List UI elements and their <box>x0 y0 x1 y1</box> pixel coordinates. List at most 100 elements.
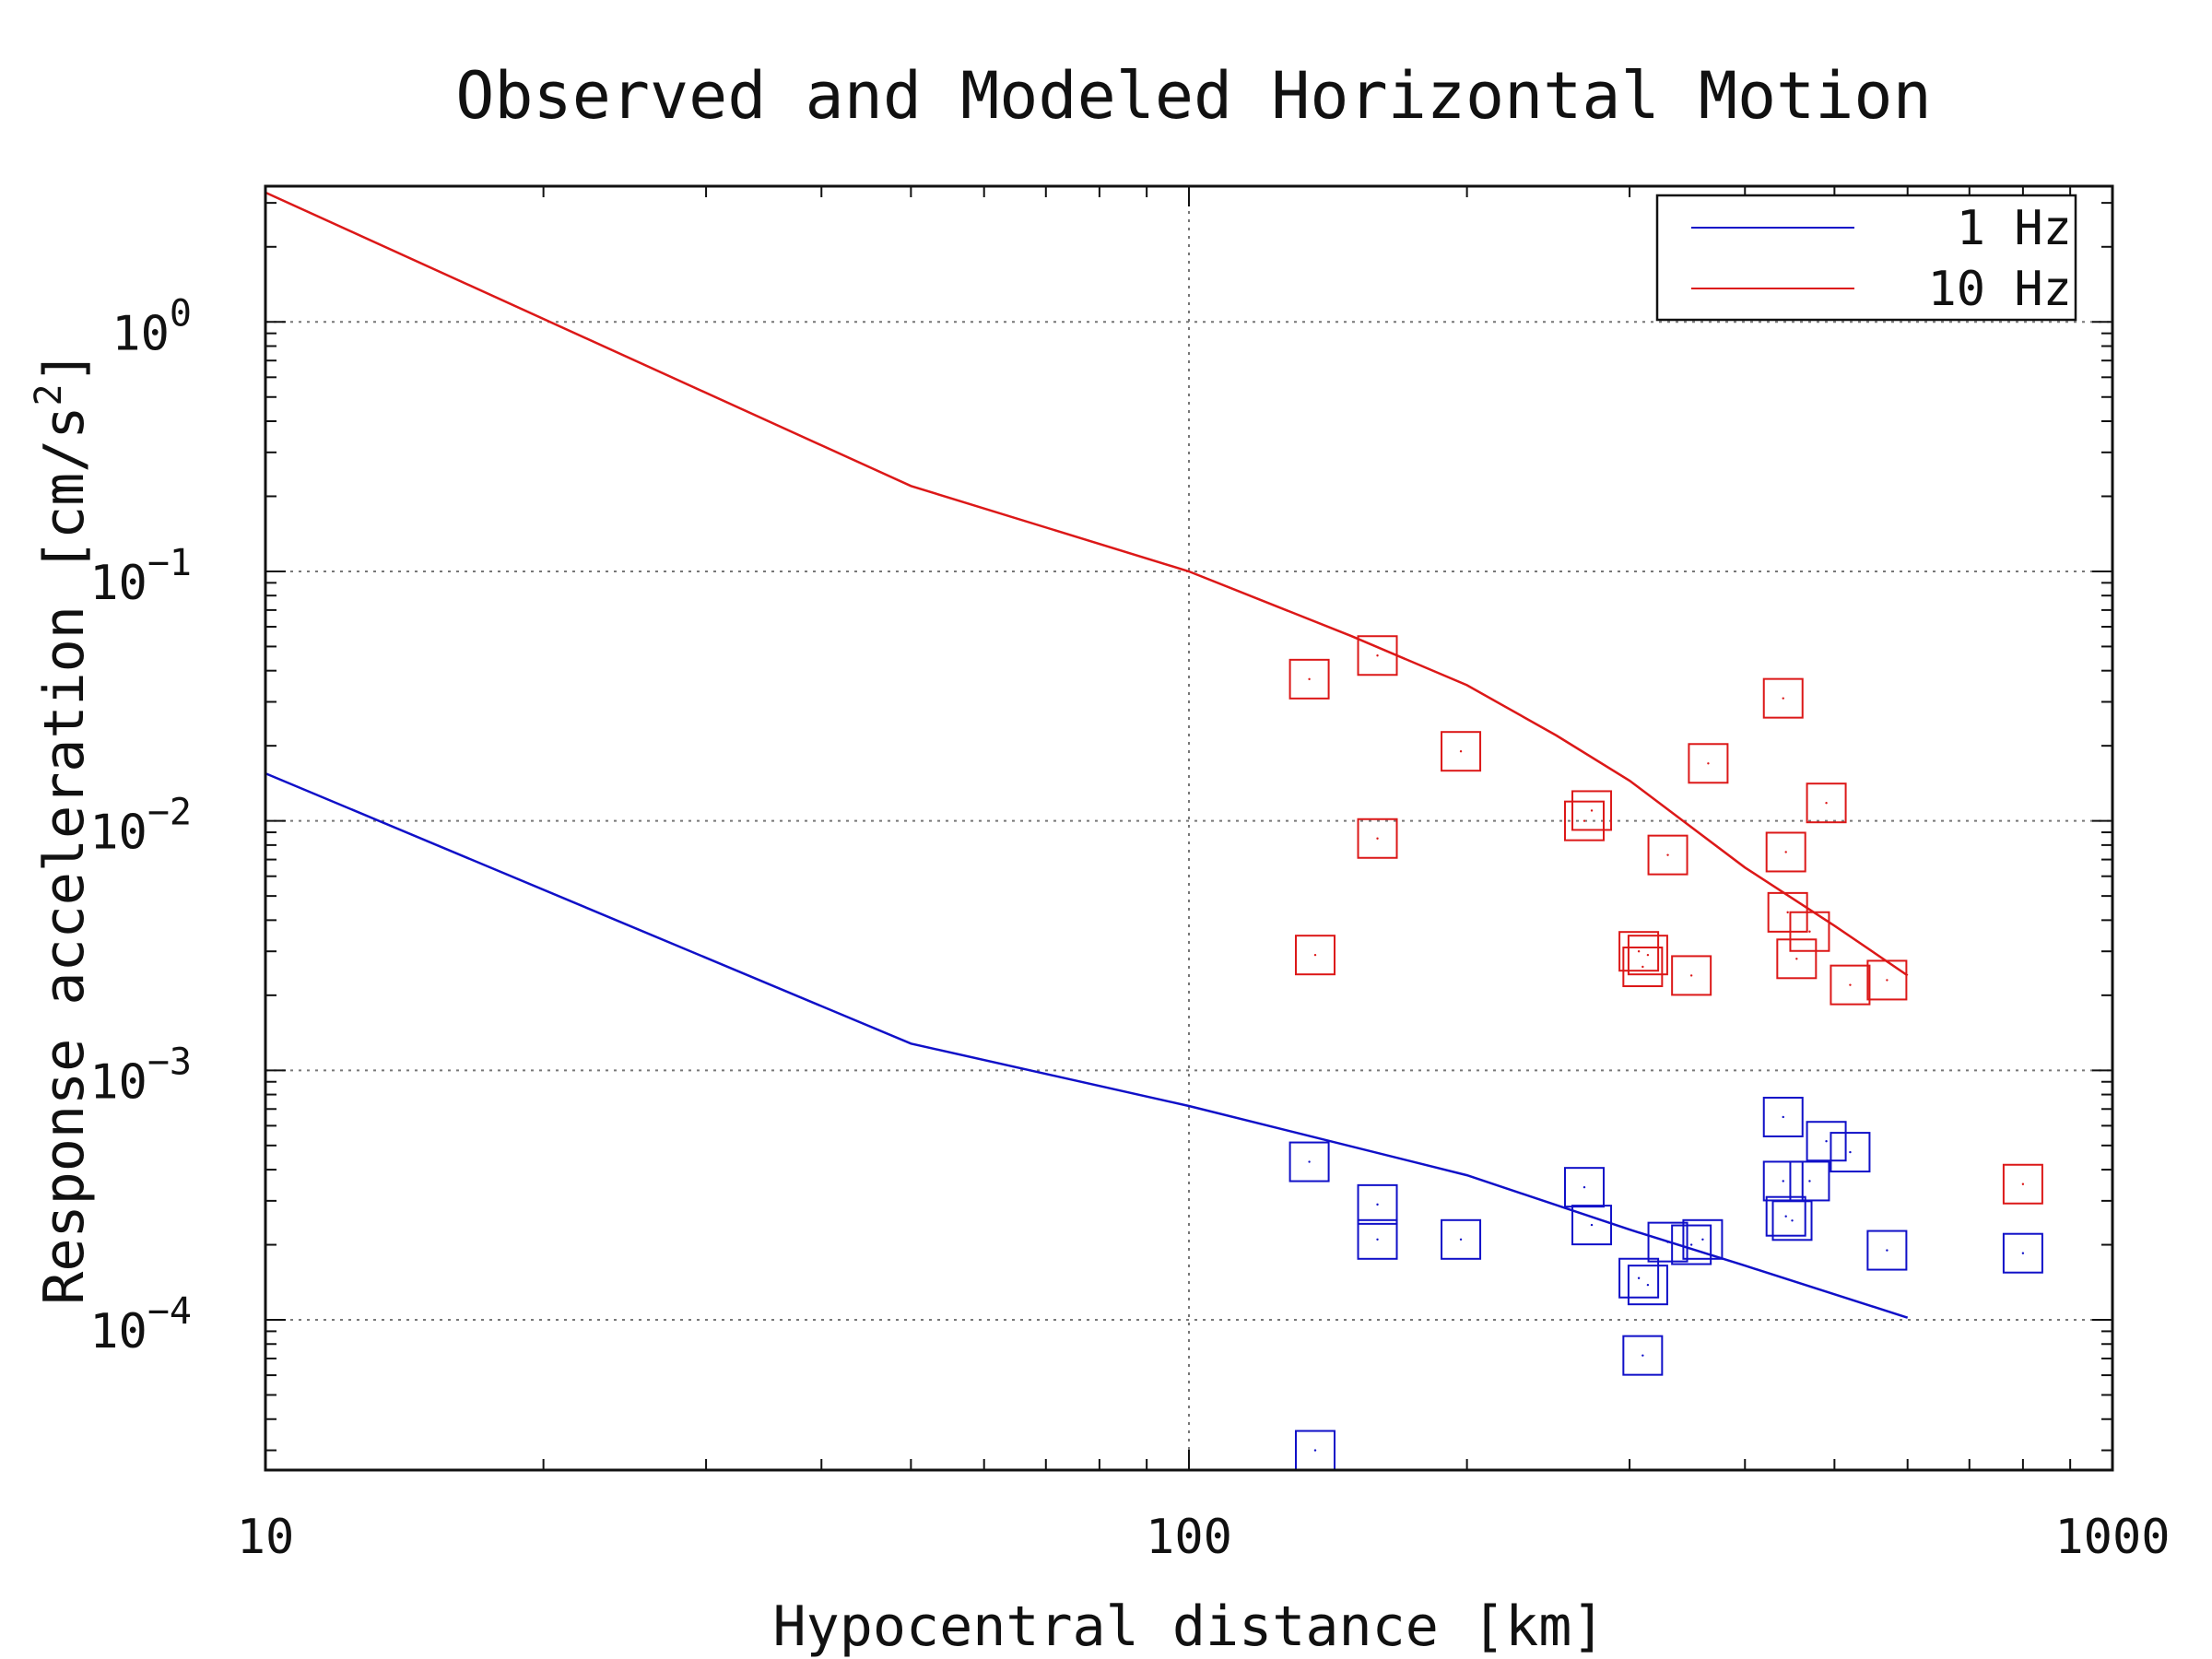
observed-marker-center-1hz <box>1782 1180 1784 1182</box>
observed-marker-1hz <box>1571 1205 1613 1246</box>
legend-box <box>1655 194 2077 322</box>
observed-marker-10hz <box>1627 935 1668 976</box>
y-tick-label-base: 10 <box>89 1054 147 1110</box>
legend: 1 Hz 10 Hz <box>1655 194 2077 322</box>
observed-marker-center-10hz <box>1886 979 1888 982</box>
observed-marker-10hz <box>1830 964 1871 1006</box>
observed-marker-center-10hz <box>1376 654 1379 657</box>
series-10hz <box>265 191 2043 1205</box>
y-axis-label-superscript: 2 <box>28 383 70 406</box>
y-tick-label-exponent: −1 <box>147 542 192 584</box>
observed-marker-center-10hz <box>1313 953 1317 957</box>
y-tick-label-base: 10 <box>89 556 147 611</box>
series-layer <box>265 191 2043 1471</box>
observed-marker-10hz <box>2002 1163 2043 1205</box>
observed-marker-10hz <box>1357 818 1398 859</box>
observed-marker-1hz <box>1671 1224 1712 1265</box>
observed-marker-center-10hz <box>1666 853 1669 856</box>
observed-marker-center-10hz <box>1637 949 1641 953</box>
grid <box>265 186 2112 1470</box>
observed-marker-center-1hz <box>1308 1160 1311 1163</box>
observed-marker-1hz <box>1866 1230 1908 1271</box>
observed-marker-center-10hz <box>1689 974 1693 977</box>
observed-marker-1hz <box>1357 1218 1398 1260</box>
chart-title: Observed and Modeled Horizontal Motion <box>455 58 1931 134</box>
legend-label-10hz: 10 Hz <box>1927 262 2072 317</box>
observed-marker-10hz <box>1789 911 1830 952</box>
ticks <box>265 186 2113 1470</box>
observed-marker-1hz <box>1789 1160 1830 1202</box>
observed-marker-10hz <box>1288 658 1330 700</box>
observed-marker-10hz <box>1765 831 1806 873</box>
observed-marker-1hz <box>1622 1335 1664 1376</box>
observed-marker-1hz <box>1627 1265 1668 1306</box>
model-line-10hz <box>265 191 1909 977</box>
observed-marker-1hz <box>1563 1167 1605 1208</box>
observed-marker-1hz <box>1288 1141 1330 1182</box>
observed-marker-center-1hz <box>1583 1185 1586 1189</box>
observed-marker-center-1hz <box>1782 1115 1784 1119</box>
observed-marker-10hz <box>1806 782 1847 824</box>
observed-marker-1hz <box>1647 1221 1688 1263</box>
observed-marker-center-1hz <box>1825 1140 1828 1143</box>
observed-marker-center-10hz <box>1583 819 1586 822</box>
observed-marker-1hz <box>1830 1132 1871 1173</box>
observed-marker-center-10hz <box>1641 965 1644 969</box>
observed-marker-1hz <box>1762 1096 1804 1137</box>
observed-marker-center-10hz <box>1849 983 1852 986</box>
observed-marker-center-1hz <box>1641 1354 1644 1357</box>
y-tick-label: 10−3 <box>89 1041 192 1110</box>
x-tick-label: 100 <box>1146 1510 1232 1565</box>
y-tick-label-exponent: −2 <box>147 792 192 834</box>
legend-label-1hz: 1 Hz <box>1957 201 2072 256</box>
observed-marker-center-10hz <box>1646 953 1650 957</box>
observed-marker-center-1hz <box>1689 1243 1693 1246</box>
observed-marker-center-10hz <box>1808 930 1811 933</box>
observed-marker-center-10hz <box>1784 851 1787 853</box>
observed-marker-10hz <box>1671 955 1712 996</box>
observed-marker-10hz <box>1776 938 1818 980</box>
y-tick-label-exponent: −3 <box>147 1041 192 1083</box>
observed-marker-center-10hz <box>1786 911 1789 914</box>
x-tick-label: 10 <box>237 1510 295 1565</box>
y-axis-label-main: Response acceleration [cm/s <box>32 406 97 1304</box>
observed-marker-center-10hz <box>1308 677 1311 681</box>
observed-marker-center-10hz <box>1590 809 1594 812</box>
observed-marker-center-1hz <box>1886 1249 1888 1252</box>
y-tick-label: 10−4 <box>89 1290 192 1359</box>
observed-marker-10hz <box>1563 800 1605 841</box>
x-tick-labels: 10 100 1000 <box>237 1510 2171 1565</box>
observed-marker-10hz <box>1294 935 1335 976</box>
observed-marker-10hz <box>1866 959 1908 1001</box>
observed-marker-1hz <box>1441 1218 1482 1260</box>
observed-marker-10hz <box>1357 635 1398 677</box>
observed-marker-10hz <box>1571 790 1613 831</box>
y-tick-label: 10−1 <box>89 542 192 611</box>
observed-marker-10hz <box>1647 834 1688 876</box>
y-axis-label-close: ] <box>32 350 97 383</box>
y-tick-label-exponent: −4 <box>147 1290 192 1333</box>
observed-marker-center-1hz <box>1666 1241 1669 1243</box>
x-axis-label: Hypocentral distance [km] <box>772 1594 1605 1659</box>
observed-marker-center-1hz <box>1701 1238 1704 1241</box>
observed-marker-center-10hz <box>1795 958 1798 960</box>
observed-marker-center-1hz <box>1637 1277 1641 1279</box>
observed-marker-1hz <box>1806 1121 1847 1162</box>
observed-marker-10hz <box>1762 677 1804 719</box>
y-tick-label: 100 <box>112 292 192 361</box>
observed-marker-center-1hz <box>1791 1219 1794 1222</box>
observed-marker-center-1hz <box>1590 1223 1594 1227</box>
observed-marker-center-1hz <box>2021 1252 2025 1254</box>
y-tick-label: 10−2 <box>89 792 192 861</box>
observed-marker-10hz <box>1441 731 1482 772</box>
observed-marker-center-10hz <box>2021 1182 2025 1185</box>
x-tick-label: 1000 <box>2054 1510 2170 1565</box>
observed-marker-center-1hz <box>1646 1283 1650 1287</box>
series-1hz <box>265 771 2043 1471</box>
y-tick-label-exponent: 0 <box>170 292 192 335</box>
observed-marker-center-10hz <box>1707 762 1710 765</box>
observed-marker-1hz <box>1765 1195 1806 1237</box>
observed-marker-center-1hz <box>1459 1238 1463 1241</box>
